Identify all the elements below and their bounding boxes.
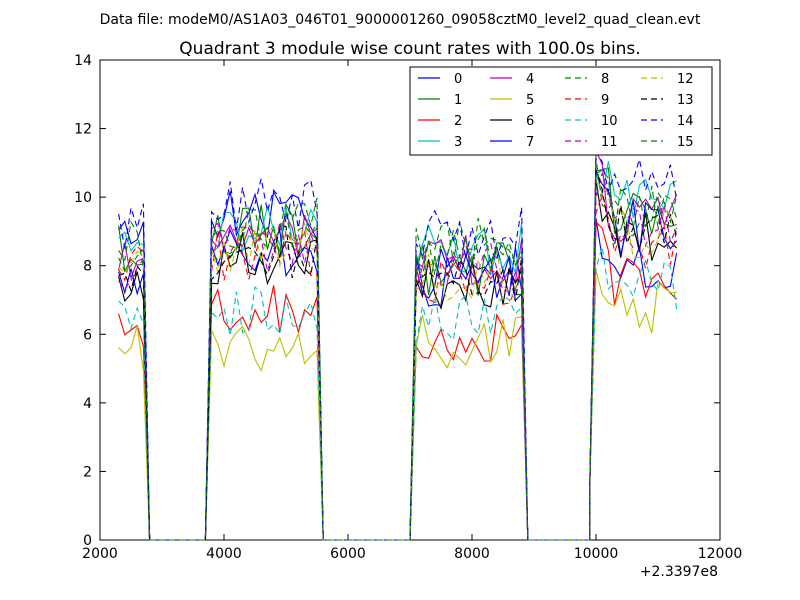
series-line-10 [118, 246, 678, 541]
y-tick-label: 8 [83, 259, 92, 275]
legend-label-10: 10 [601, 114, 618, 129]
legend-label-1: 1 [454, 93, 462, 108]
legend-label-11: 11 [601, 135, 618, 150]
series-line-13 [118, 169, 678, 541]
y-tick-label: 2 [83, 464, 92, 480]
x-tick-label: 4000 [206, 546, 242, 562]
y-tick-label: 10 [74, 190, 92, 206]
series-line-4 [118, 150, 678, 541]
legend-label-7: 7 [526, 135, 534, 150]
chart-title: Quadrant 3 module wise count rates with … [179, 39, 640, 59]
legend-label-9: 9 [601, 93, 609, 108]
x-offset-label: +2.3397e8 [640, 564, 718, 580]
legend-label-8: 8 [601, 72, 609, 87]
legend-label-6: 6 [526, 114, 534, 129]
legend-label-12: 12 [677, 72, 694, 87]
x-tick-label: 8000 [454, 546, 490, 562]
legend-box [409, 66, 713, 156]
chart-suptitle: Data file: modeM0/AS1A03_046T01_90000012… [100, 12, 701, 28]
series-line-14 [118, 150, 678, 541]
series-line-7 [118, 171, 678, 541]
series-line-11 [118, 172, 678, 541]
legend-label-14: 14 [677, 114, 694, 129]
legend-label-5: 5 [526, 93, 534, 108]
y-tick-label: 12 [74, 122, 92, 138]
series-line-5 [118, 270, 677, 541]
x-tick-label: 12000 [698, 546, 743, 562]
series-line-9 [118, 193, 678, 541]
legend-label-4: 4 [526, 72, 534, 87]
legend-label-3: 3 [454, 135, 462, 150]
legend-label-0: 0 [454, 72, 462, 87]
y-tick-label: 14 [74, 53, 92, 69]
y-tick-label: 6 [83, 327, 92, 343]
x-tick-label: 6000 [330, 546, 366, 562]
x-tick-label: 2000 [82, 546, 118, 562]
series-line-12 [118, 181, 678, 541]
legend-label-15: 15 [677, 135, 694, 150]
y-tick-label: 0 [83, 533, 92, 549]
legend-label-13: 13 [677, 93, 694, 108]
y-tick-label: 4 [83, 396, 92, 412]
x-tick-label: 10000 [574, 546, 619, 562]
legend-label-2: 2 [454, 114, 462, 129]
series-line-8 [118, 157, 678, 541]
series-line-15 [118, 169, 678, 541]
series-layer [118, 150, 678, 541]
